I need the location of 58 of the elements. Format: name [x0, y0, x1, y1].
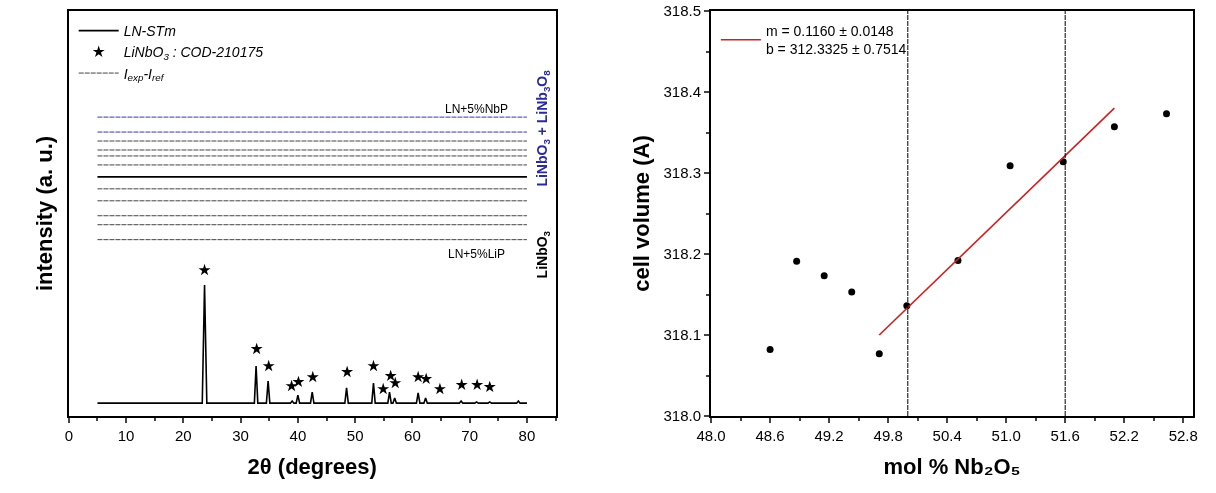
point	[389, 376, 402, 389]
point	[1006, 162, 1014, 170]
x-tick-label: 80	[518, 427, 536, 444]
x-tick-label: 48.6	[755, 427, 785, 444]
point	[820, 272, 828, 280]
point	[420, 372, 433, 385]
point	[433, 382, 446, 395]
x-tick-label: 48.0	[696, 427, 726, 444]
x-tick-label: 60	[404, 427, 421, 444]
x-tick-label: 49.8	[873, 427, 903, 444]
y-tick-label: 318.1	[663, 326, 702, 344]
point	[471, 378, 484, 391]
point	[793, 257, 801, 265]
point	[766, 346, 774, 354]
point	[1163, 110, 1170, 118]
x-tick-label: 52.2	[1109, 427, 1139, 444]
point	[367, 359, 380, 372]
text: LN+5%NbP	[445, 102, 509, 116]
y-tick-label: 318.2	[663, 245, 702, 263]
point	[455, 378, 468, 391]
legend-label: I$_{exp}$-I$_{ref}$	[123, 65, 165, 84]
point	[412, 370, 425, 383]
y-axis-title: intensity (a. u.)	[32, 135, 58, 292]
point	[1110, 123, 1118, 131]
x-tick-label: 50.4	[932, 427, 962, 444]
legend-label: LiNbO$_{3}$ : COD-210175	[123, 44, 264, 63]
x-tick-label: 30	[232, 427, 249, 444]
x-axis-title: mol % Nb₂O₅	[883, 454, 1021, 480]
annotation: LN+5%LiP	[448, 247, 506, 261]
point	[250, 342, 263, 355]
point	[875, 350, 883, 358]
y-axis-title: cell volume (A)	[628, 135, 654, 292]
point	[292, 375, 305, 388]
y-tick-label: 318.4	[663, 83, 702, 101]
point	[377, 382, 390, 395]
point	[341, 365, 354, 378]
point	[198, 263, 211, 276]
x-tick-label: 10	[117, 427, 135, 444]
y-tick-label: 318.0	[663, 407, 702, 425]
point	[262, 359, 275, 372]
x-tick-label: 52.8	[1168, 427, 1198, 444]
x-tick-label: 50	[346, 427, 364, 444]
point	[483, 380, 496, 393]
y-tick-label: 318.5	[663, 2, 702, 20]
x-tick-label: 51.6	[1050, 427, 1080, 444]
x-tick-label: 0	[64, 427, 73, 444]
x-tick-label: 20	[175, 427, 192, 444]
x-tick-label: 49.2	[814, 427, 844, 444]
point	[384, 369, 397, 382]
point	[848, 288, 856, 296]
x-tick-label: 70	[461, 427, 479, 444]
point	[306, 370, 319, 383]
legend-label: m = 0.1160 ± 0.0148 b = 312.3325 ± 0.7514	[765, 23, 907, 58]
y-tick-label: 318.3	[663, 164, 702, 182]
x-tick-label: 51.0	[991, 427, 1021, 444]
x-tick-label: 40	[289, 427, 307, 444]
x-axis-title: 2θ (degrees)	[247, 454, 377, 480]
legend-label: LN-STm	[123, 23, 177, 40]
